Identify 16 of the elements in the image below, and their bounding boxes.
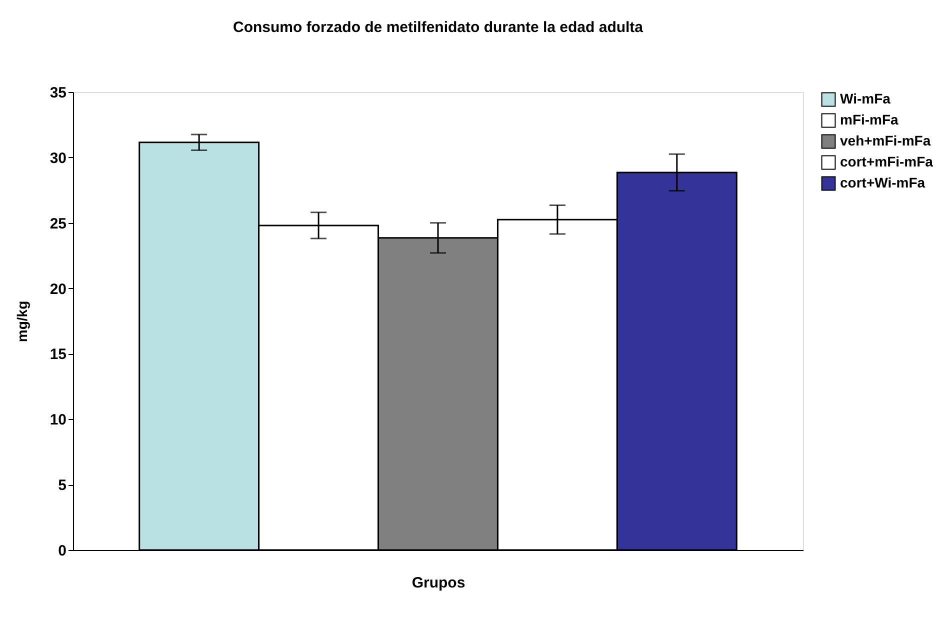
y-tick-label: 10	[50, 412, 66, 429]
legend-label: cort+mFi-mFa	[840, 154, 934, 170]
x-axis-title: Grupos	[412, 574, 466, 592]
legend-label: mFi-mFa	[840, 112, 899, 128]
y-tick-label: 25	[50, 215, 66, 232]
y-tick-label: 30	[50, 150, 66, 167]
y-tick-label: 35	[50, 84, 66, 102]
y-tick-label: 5	[58, 477, 66, 494]
y-tick-label: 20	[50, 280, 66, 298]
legend-label: veh+mFi-mFa	[840, 132, 931, 148]
legend-label: cort+Wi-mFa	[840, 174, 926, 190]
y-tick-label: 0	[58, 542, 66, 560]
y-tick-label: 15	[50, 346, 66, 364]
legend-label: Wi-mFa	[840, 90, 891, 106]
y-axis-title: mg/kg	[14, 300, 30, 342]
chart-title: Consumo forzado de metilfenidato durante la edad adulta	[232, 19, 644, 36]
